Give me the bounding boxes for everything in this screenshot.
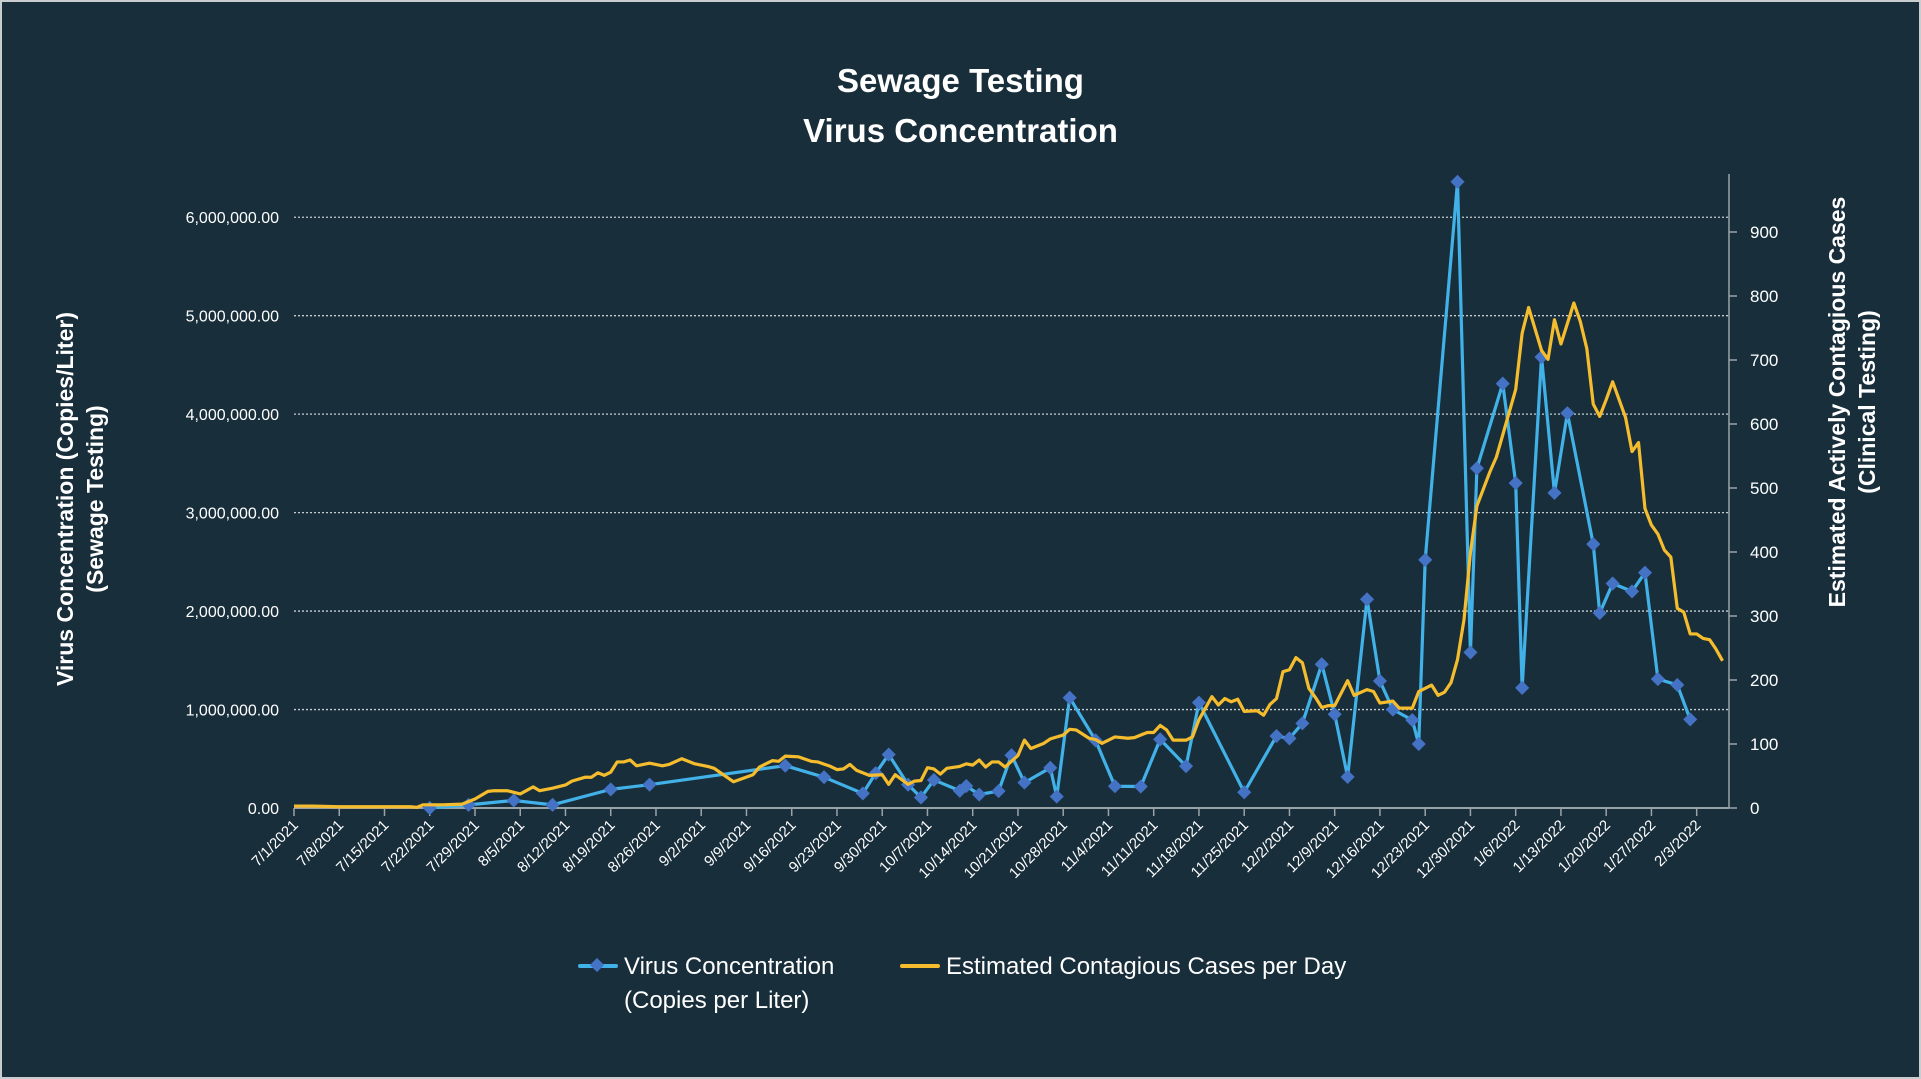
data-point-virus-concentration bbox=[1372, 673, 1388, 689]
legend-label-cases: Estimated Contagious Cases per Day bbox=[946, 953, 1347, 980]
legend-swatch-contagious-cases bbox=[900, 954, 940, 978]
legend-item-virus-concentration: Virus Concentration (Copies per Liter) bbox=[578, 950, 834, 1018]
data-point-virus-concentration bbox=[816, 770, 832, 785]
right-axis-tick-label: 100 bbox=[1750, 735, 1778, 754]
data-point-virus-concentration bbox=[1237, 785, 1252, 800]
data-point-virus-concentration bbox=[1508, 476, 1523, 491]
data-point-virus-concentration bbox=[1683, 712, 1698, 727]
x-axis-tick-label: 2/3/2022 bbox=[1651, 817, 1704, 870]
data-point-virus-concentration bbox=[1359, 592, 1375, 607]
legend-label-virus-line2: (Copies per Liter) bbox=[624, 987, 810, 1014]
data-point-virus-concentration bbox=[1463, 645, 1478, 660]
data-point-virus-concentration bbox=[778, 758, 793, 773]
data-point-virus-concentration bbox=[1624, 584, 1640, 599]
left-axis-tick-label: 5,000,000.00 bbox=[186, 309, 280, 326]
data-point-virus-concentration bbox=[1586, 537, 1601, 552]
data-point-virus-concentration bbox=[1495, 376, 1510, 391]
right-axis-tick-label: 600 bbox=[1750, 415, 1778, 434]
data-point-virus-concentration bbox=[855, 786, 870, 801]
data-point-virus-concentration bbox=[1282, 731, 1297, 746]
data-point-virus-concentration bbox=[545, 797, 560, 812]
data-point-virus-concentration bbox=[1560, 406, 1575, 421]
data-point-virus-concentration bbox=[1405, 713, 1420, 728]
right-axis-tick-label: 300 bbox=[1750, 607, 1778, 626]
data-point-virus-concentration bbox=[991, 783, 1006, 799]
data-point-virus-concentration bbox=[1469, 461, 1484, 476]
data-point-virus-concentration bbox=[422, 800, 437, 816]
data-point-virus-concentration bbox=[1191, 695, 1207, 710]
data-point-virus-concentration bbox=[959, 778, 974, 794]
right-axis-tick-label: 200 bbox=[1750, 671, 1778, 690]
data-point-virus-concentration bbox=[1450, 174, 1465, 189]
chart-title-line2: Virus Concentration bbox=[803, 112, 1118, 149]
data-point-virus-concentration bbox=[913, 790, 929, 805]
data-point-virus-concentration bbox=[1062, 690, 1077, 705]
data-point-virus-concentration bbox=[1650, 671, 1665, 687]
data-point-virus-concentration bbox=[1411, 736, 1426, 752]
chart-title-line1: Sewage Testing bbox=[837, 62, 1084, 99]
left-axis-tick-label: 4,000,000.00 bbox=[186, 407, 280, 424]
data-point-virus-concentration bbox=[506, 793, 521, 808]
legend-item-contagious-cases: Estimated Contagious Cases per Day bbox=[900, 950, 1346, 984]
data-point-virus-concentration bbox=[1107, 779, 1122, 794]
data-point-virus-concentration bbox=[1637, 565, 1653, 580]
data-point-virus-concentration bbox=[1314, 657, 1329, 672]
right-axis-tick-label: 800 bbox=[1750, 287, 1778, 306]
data-point-virus-concentration bbox=[1327, 707, 1342, 722]
right-axis-tick-label: 700 bbox=[1750, 351, 1778, 370]
right-axis-tick-label: 400 bbox=[1750, 543, 1778, 562]
legend-swatch-virus-concentration bbox=[578, 954, 618, 978]
data-point-virus-concentration bbox=[1049, 789, 1064, 804]
data-point-virus-concentration bbox=[972, 787, 987, 802]
data-point-virus-concentration bbox=[1043, 760, 1058, 775]
data-point-virus-concentration bbox=[1340, 769, 1355, 784]
x-axis-tick-label: 7/1/2021 bbox=[249, 817, 302, 870]
left-axis-tick-label: 3,000,000.00 bbox=[186, 506, 280, 523]
data-point-virus-concentration bbox=[1547, 485, 1562, 500]
data-point-virus-concentration bbox=[926, 772, 942, 788]
data-point-virus-concentration bbox=[1153, 732, 1168, 747]
data-point-virus-concentration bbox=[1605, 576, 1620, 591]
left-axis-tick-label: 2,000,000.00 bbox=[186, 604, 280, 621]
data-point-virus-concentration bbox=[881, 747, 896, 762]
legend-label-virus-line1: Virus Concentration bbox=[624, 953, 835, 980]
data-point-virus-concentration bbox=[1178, 759, 1194, 774]
data-point-virus-concentration bbox=[1515, 680, 1530, 695]
data-point-virus-concentration bbox=[1670, 677, 1685, 692]
x-axis-tick-label: 9/2/2021 bbox=[656, 817, 709, 870]
data-point-virus-concentration bbox=[1017, 775, 1032, 790]
data-point-virus-concentration bbox=[1295, 716, 1310, 731]
data-point-virus-concentration bbox=[1592, 605, 1607, 621]
left-axis-tick-label: 6,000,000.00 bbox=[186, 210, 280, 227]
right-axis-tick-label: 0 bbox=[1750, 799, 1759, 818]
left-axis-tick-label: 0.00 bbox=[248, 801, 279, 818]
data-point-virus-concentration bbox=[642, 777, 657, 792]
data-point-virus-concentration bbox=[1133, 779, 1148, 794]
right-axis-tick-label: 900 bbox=[1750, 223, 1778, 242]
data-point-virus-concentration bbox=[603, 782, 618, 797]
series-line-contagious-cases bbox=[294, 301, 1724, 809]
data-point-virus-concentration bbox=[1269, 728, 1284, 744]
left-axis-tick-label: 1,000,000.00 bbox=[186, 703, 280, 720]
series-line-virus-concentration bbox=[429, 180, 1692, 810]
right-axis-tick-label: 500 bbox=[1750, 479, 1778, 498]
data-point-virus-concentration bbox=[1418, 552, 1433, 567]
